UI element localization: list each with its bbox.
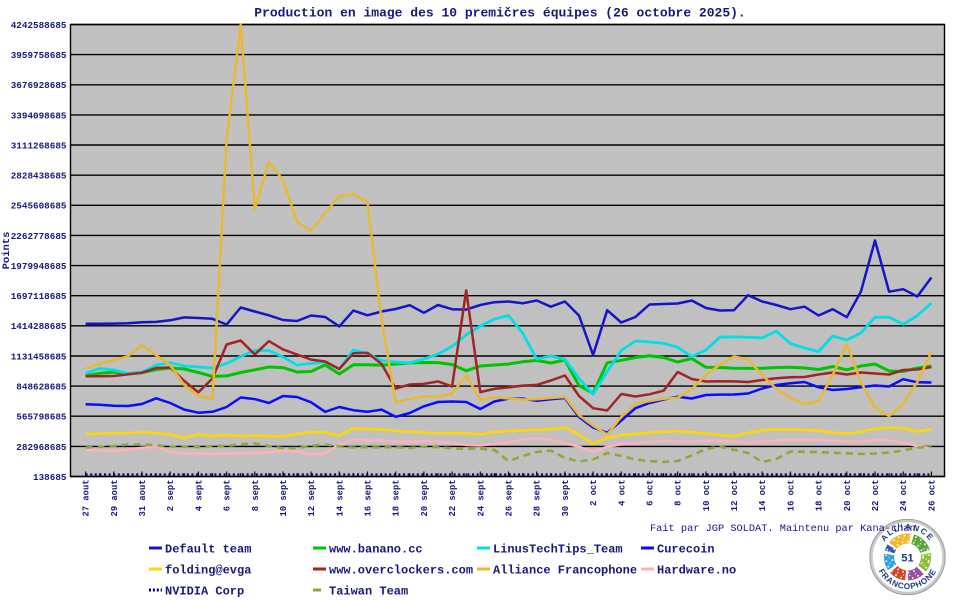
- svg-text:8 oct: 8 oct: [674, 480, 684, 506]
- svg-text:4242588685: 4242588685: [11, 20, 67, 31]
- svg-text:www.overclockers.com: www.overclockers.com: [329, 563, 473, 577]
- svg-text:Default team: Default team: [165, 542, 251, 556]
- svg-text:26 sept: 26 sept: [505, 480, 515, 517]
- svg-text:Hardware.no: Hardware.no: [657, 563, 736, 577]
- svg-text:22 sept: 22 sept: [448, 480, 458, 517]
- svg-text:folding@evga: folding@evga: [165, 563, 251, 577]
- svg-text:4 oct: 4 oct: [617, 480, 627, 506]
- svg-text:30 sept: 30 sept: [561, 480, 571, 517]
- svg-text:16 oct: 16 oct: [786, 480, 796, 512]
- svg-text:Production en image des 10 pre: Production en image des 10 premičres équ…: [254, 6, 745, 21]
- svg-text:24 sept: 24 sept: [476, 480, 486, 517]
- svg-text:2545608685: 2545608685: [11, 201, 67, 212]
- svg-text:6 oct: 6 oct: [646, 480, 656, 506]
- svg-text:3394098685: 3394098685: [11, 110, 67, 121]
- svg-text:14 sept: 14 sept: [335, 480, 345, 517]
- svg-text:Taiwan Team: Taiwan Team: [329, 584, 408, 598]
- svg-text:3959758685: 3959758685: [11, 50, 67, 61]
- svg-text:2 sept: 2 sept: [166, 480, 176, 512]
- svg-text:4 sept: 4 sept: [194, 480, 204, 512]
- svg-text:20 oct: 20 oct: [843, 480, 853, 512]
- svg-text:28 sept: 28 sept: [533, 480, 543, 517]
- svg-text:29 aout: 29 aout: [110, 480, 120, 517]
- svg-text:1979948685: 1979948685: [11, 261, 67, 272]
- svg-text:20 sept: 20 sept: [420, 480, 430, 517]
- svg-text:848628685: 848628685: [16, 382, 67, 393]
- svg-text:12 oct: 12 oct: [730, 480, 740, 512]
- svg-text:1131458685: 1131458685: [11, 351, 67, 362]
- svg-text:www.banano.cc: www.banano.cc: [329, 542, 423, 556]
- svg-text:24 oct: 24 oct: [899, 480, 909, 512]
- svg-text:10 sept: 10 sept: [279, 480, 289, 517]
- svg-text:Curecoin: Curecoin: [657, 542, 715, 556]
- svg-text:3111268685: 3111268685: [11, 140, 67, 151]
- svg-text:14 oct: 14 oct: [758, 480, 768, 512]
- svg-text:6 sept: 6 sept: [223, 480, 233, 512]
- svg-text:2262778685: 2262778685: [11, 231, 67, 242]
- svg-text:2828438685: 2828438685: [11, 171, 67, 182]
- svg-text:565798685: 565798685: [16, 412, 67, 423]
- svg-text:1414288685: 1414288685: [11, 321, 67, 332]
- svg-text:8 sept: 8 sept: [251, 480, 261, 512]
- svg-text:10 oct: 10 oct: [702, 480, 712, 512]
- svg-text:31 aout: 31 aout: [138, 480, 148, 517]
- svg-text:16 sept: 16 sept: [364, 480, 374, 517]
- svg-text:Fait par JGP SOLDAT. Maintenu: Fait par JGP SOLDAT. Maintenu par Kana-c…: [650, 523, 916, 535]
- svg-text:12 sept: 12 sept: [307, 480, 317, 517]
- svg-text:138685: 138685: [33, 472, 67, 483]
- svg-text:18 sept: 18 sept: [392, 480, 402, 517]
- svg-text:NVIDIA Corp: NVIDIA Corp: [165, 584, 244, 598]
- svg-text:51: 51: [901, 553, 913, 565]
- svg-text:3676928685: 3676928685: [11, 80, 67, 91]
- svg-text:26 oct: 26 oct: [927, 480, 937, 512]
- svg-text:18 oct: 18 oct: [815, 480, 825, 512]
- svg-text:Points: Points: [1, 232, 13, 270]
- svg-text:1697118685: 1697118685: [11, 291, 67, 302]
- svg-text:22 oct: 22 oct: [871, 480, 881, 512]
- svg-text:282968685: 282968685: [16, 442, 67, 453]
- svg-text:Alliance Francophone: Alliance Francophone: [493, 563, 637, 577]
- svg-text:LinusTechTips_Team: LinusTechTips_Team: [493, 542, 623, 556]
- svg-text:2 oct: 2 oct: [589, 480, 599, 506]
- svg-text:27 aout: 27 aout: [82, 480, 92, 517]
